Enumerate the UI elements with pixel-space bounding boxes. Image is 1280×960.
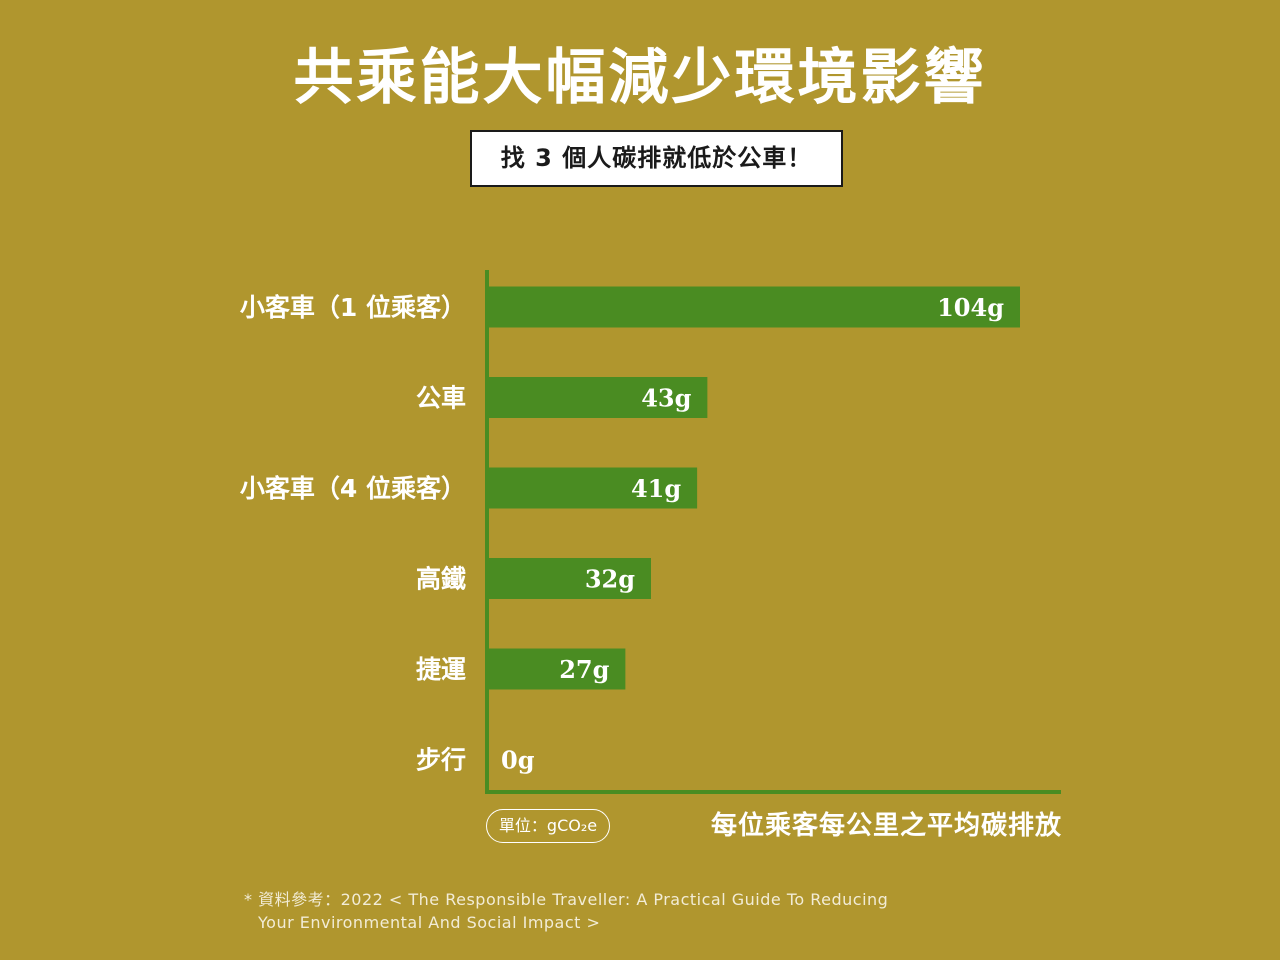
value-label: 27g (559, 655, 609, 684)
value-label: 0g (501, 746, 535, 775)
value-label: 41g (631, 474, 681, 503)
source-line-1: * 資料參考：2022 < The Responsible Traveller:… (244, 890, 889, 909)
bar (487, 377, 708, 418)
chart-title: 共乘能大幅減少環境影響 (293, 43, 987, 113)
category-label: 步行 (416, 746, 466, 775)
unit-badge: 單位：gCO₂e (486, 809, 610, 843)
source-note: * 資料參考：2022 < The Responsible Traveller:… (244, 888, 1144, 934)
value-label: 43g (641, 384, 691, 413)
bar (487, 558, 651, 599)
category-label: 小客車（1 位乘客） (240, 293, 466, 322)
category-label: 捷運 (416, 655, 466, 684)
bar (487, 286, 1020, 328)
chart-subtitle: 找 3 個人碳排就低於公車！ (470, 130, 843, 187)
category-label: 高鐵 (416, 565, 466, 594)
bar (487, 467, 698, 509)
value-label: 32g (585, 565, 635, 594)
bar (487, 648, 626, 690)
source-line-2: Your Environmental And Social Impact > (258, 913, 601, 932)
category-label: 小客車（4 位乘客） (240, 474, 466, 503)
category-label: 公車 (416, 384, 466, 413)
value-label: 104g (937, 293, 1004, 322)
x-axis-label: 每位乘客每公里之平均碳排放 (710, 811, 1062, 841)
